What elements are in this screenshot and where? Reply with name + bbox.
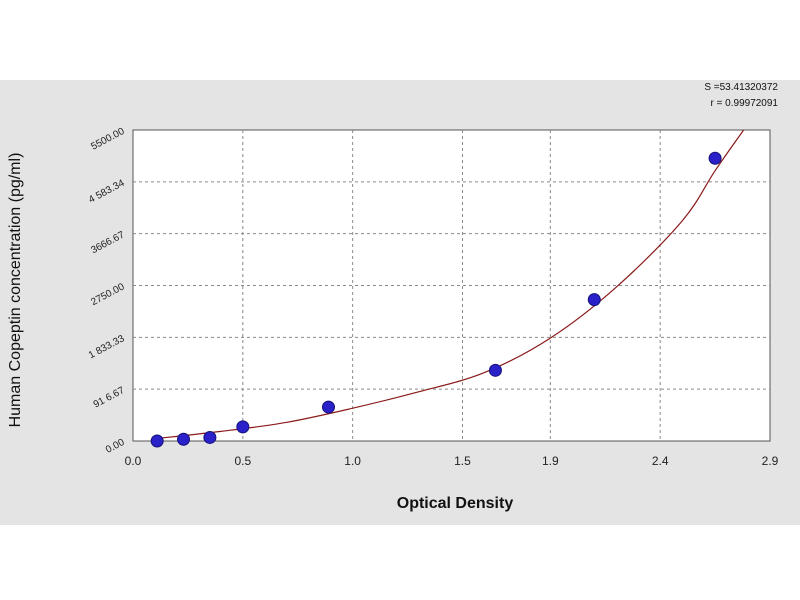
x-tick-label: 1.9 xyxy=(542,454,559,468)
x-tick-label: 1.5 xyxy=(454,454,471,468)
top-margin xyxy=(0,0,800,80)
data-point xyxy=(177,432,191,446)
x-tick-label: 0.5 xyxy=(234,454,251,468)
x-tick-label: 1.0 xyxy=(344,454,361,468)
data-point xyxy=(708,151,722,165)
data-point xyxy=(150,434,164,448)
data-point xyxy=(488,363,502,377)
data-point xyxy=(587,293,601,307)
y-tick-label: 4 583.34 xyxy=(87,178,127,206)
y-tick-label: 5500.00 xyxy=(89,126,126,153)
bottom-margin xyxy=(0,525,800,600)
x-tick-label: 2.9 xyxy=(762,454,779,468)
x-axis-ticks: 0.0 0.5 1.0 1.5 1.9 2.4 2.9 xyxy=(125,454,779,468)
y-tick-label: 3666.67 xyxy=(89,229,126,256)
grid-lines xyxy=(133,130,770,441)
y-tick-label: 2750.00 xyxy=(89,281,126,308)
x-axis-title: Optical Density xyxy=(397,495,514,512)
data-point xyxy=(203,430,217,444)
fit-stat-r: r = 0.99972091 xyxy=(710,98,778,109)
y-tick-label: 0.00 xyxy=(104,437,127,456)
fit-stat-s: S =53.41320372 xyxy=(704,82,778,93)
y-tick-label: 1 833.33 xyxy=(87,333,127,361)
y-axis-title: Human Copeptin concentration (pg/ml) xyxy=(7,153,24,428)
data-point xyxy=(236,420,250,434)
x-tick-label: 2.4 xyxy=(652,454,669,468)
fit-curve xyxy=(154,130,745,440)
data-points xyxy=(150,151,722,448)
y-tick-label: 91 6.67 xyxy=(92,385,127,411)
y-axis-ticks: 0.00 91 6.67 1 833.33 2750.00 3666.67 4 583.3… xyxy=(87,126,127,456)
x-tick-label: 0.0 xyxy=(125,454,142,468)
data-point xyxy=(321,400,335,414)
fit-curve-group xyxy=(154,130,745,440)
